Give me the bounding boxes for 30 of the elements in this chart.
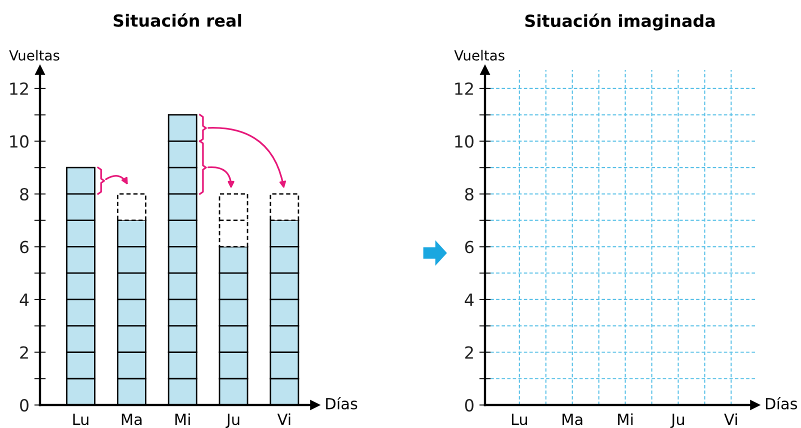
y-tick-label: 8: [20, 188, 28, 201]
y-tick-label: 2: [465, 346, 473, 359]
x-axis-title: Días: [326, 396, 358, 410]
y-tick-label: 0: [465, 398, 474, 412]
y-tick-label: 0: [20, 398, 28, 412]
y-tick-label: 4: [20, 294, 29, 306]
x-tick-label: Vi: [277, 413, 290, 425]
y-tick-label: 10: [10, 135, 28, 148]
x-tick-label: Mi: [618, 413, 633, 425]
x-tick-label: Ma: [122, 414, 142, 426]
y-tick-label: 10: [455, 135, 474, 148]
chart-title: Situación real: [114, 13, 242, 27]
y-tick-label: 12: [455, 82, 473, 95]
y-tick-label: 6: [20, 240, 29, 254]
x-tick-label: Vi: [724, 413, 737, 425]
x-tick-label: Lu: [73, 414, 88, 426]
x-tick-label: Ju: [226, 414, 240, 428]
x-tick-label: Ma: [562, 414, 582, 426]
y-tick-label: 6: [465, 240, 474, 254]
x-tick-label: Ju: [670, 414, 684, 428]
y-tick-label: 2: [20, 346, 28, 359]
y-axis-title: Vueltas: [9, 50, 60, 61]
x-axis-title: Días: [766, 396, 798, 410]
y-tick-label: 12: [10, 82, 28, 95]
y-tick-label: 8: [465, 188, 474, 201]
x-tick-label: Lu: [512, 414, 527, 426]
y-axis-title: Vueltas: [454, 50, 504, 61]
y-tick-label: 4: [464, 294, 474, 306]
chart-title: Situación imaginada: [525, 14, 715, 30]
x-tick-label: Mi: [175, 413, 190, 425]
